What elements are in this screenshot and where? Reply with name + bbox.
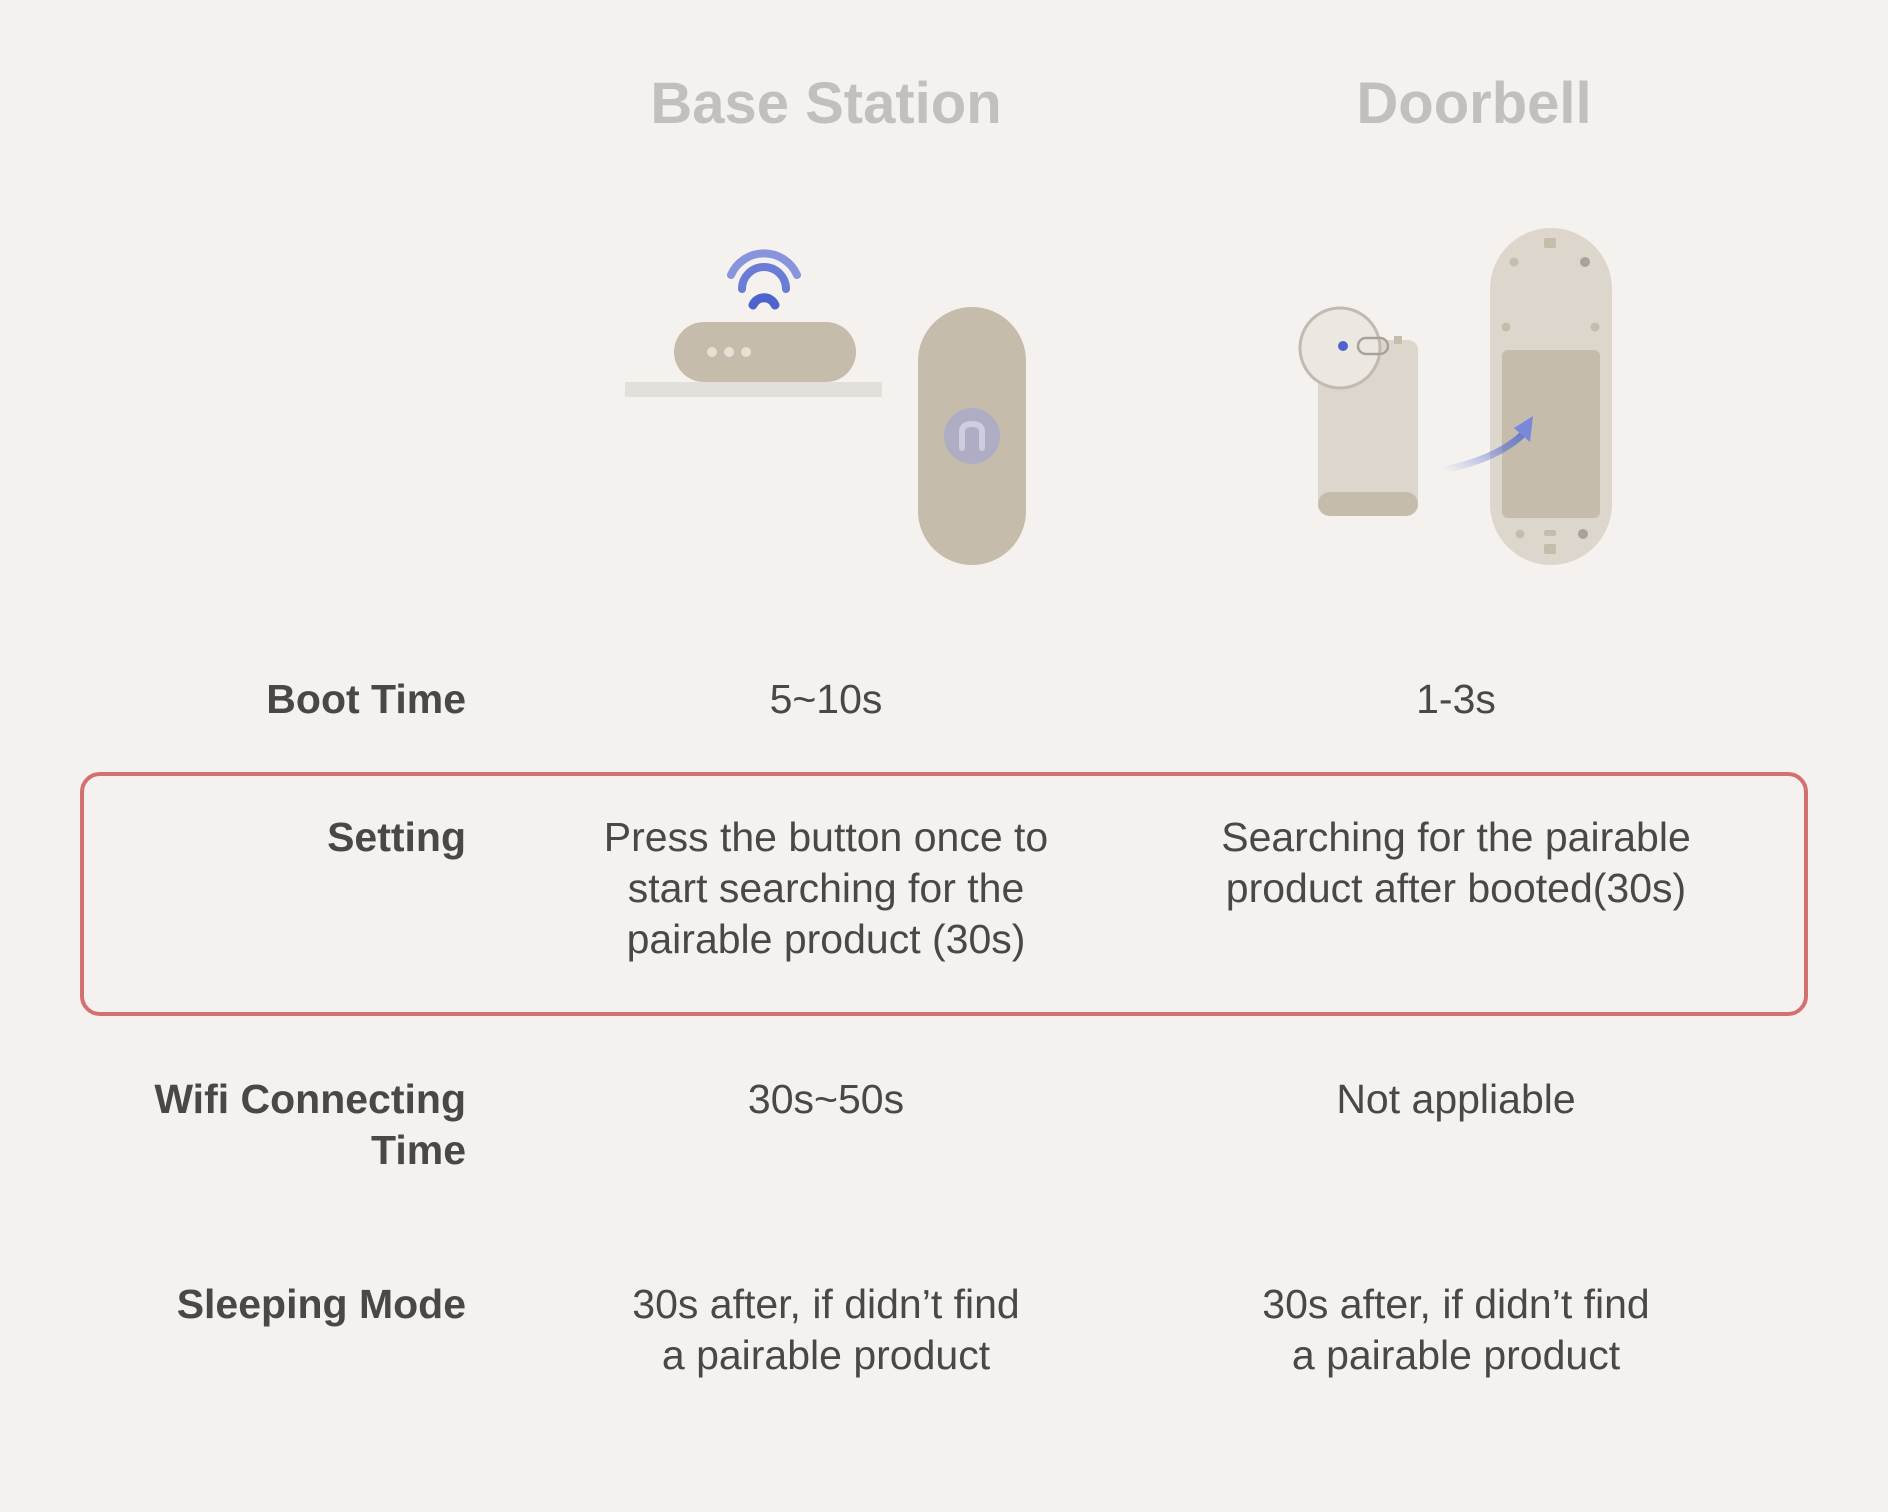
screw-icon <box>1515 529 1525 539</box>
screw-icon <box>1590 322 1600 332</box>
doorbell-sleeping-mode: 30s after, if didn’t find a pairable pro… <box>1262 1281 1650 1378</box>
row-label-wifi-connecting-time: Wifi Connecting Time <box>154 1076 466 1173</box>
base-station-sleeping-mode: 30s after, if didn’t find a pairable pro… <box>632 1281 1020 1378</box>
doorbell-illustration <box>1298 228 1612 565</box>
arrow-head-icon <box>1514 416 1533 442</box>
magnified-button <box>1356 336 1390 356</box>
doorbell-logo-icon <box>959 420 985 451</box>
base-station-setting: Press the button once to start searching… <box>603 814 1049 962</box>
doorbell-setting: Searching for the pairable product after… <box>1221 814 1691 911</box>
screw-icon <box>1580 257 1590 267</box>
screw-icon <box>1509 257 1519 267</box>
setting-highlight-box <box>80 772 1808 1016</box>
base-station-device <box>674 322 856 382</box>
shelf <box>625 382 882 397</box>
base-station-wifi-time: 30s~50s <box>747 1076 905 1122</box>
row-label-setting: Setting <box>327 814 466 860</box>
screw-icon <box>1578 529 1588 539</box>
status-dot-1 <box>707 347 717 357</box>
plate-clip-bottom-2 <box>1544 544 1556 554</box>
row-label-boot-time: Boot Time <box>266 676 466 722</box>
row-label-sleeping-mode: Sleeping Mode <box>176 1281 466 1327</box>
screw-icon <box>1501 322 1511 332</box>
doorbell-title: Doorbell <box>1356 71 1592 136</box>
doorbell-side-base <box>1318 492 1418 516</box>
base-station-boot-time: 5~10s <box>769 676 883 722</box>
insert-arrow-icon <box>1440 428 1529 474</box>
device-illustrations <box>625 228 1612 565</box>
status-dot-2 <box>724 347 734 357</box>
doorbell-boot-time: 1-3s <box>1416 676 1496 722</box>
base-station-title: Base Station <box>650 71 1002 136</box>
plate-clip-bottom <box>1544 530 1556 536</box>
plate-clip-top <box>1544 238 1556 248</box>
battery-compartment <box>1502 350 1600 518</box>
doorbell-button <box>944 408 1000 464</box>
side-tab-right <box>1394 336 1402 344</box>
status-dot-3 <box>741 347 751 357</box>
reset-pinhole-icon <box>1338 341 1348 351</box>
doorbell-wifi-time: Not appliable <box>1336 1076 1576 1122</box>
wifi-icon <box>727 249 801 310</box>
base-station-illustration <box>625 249 1026 565</box>
